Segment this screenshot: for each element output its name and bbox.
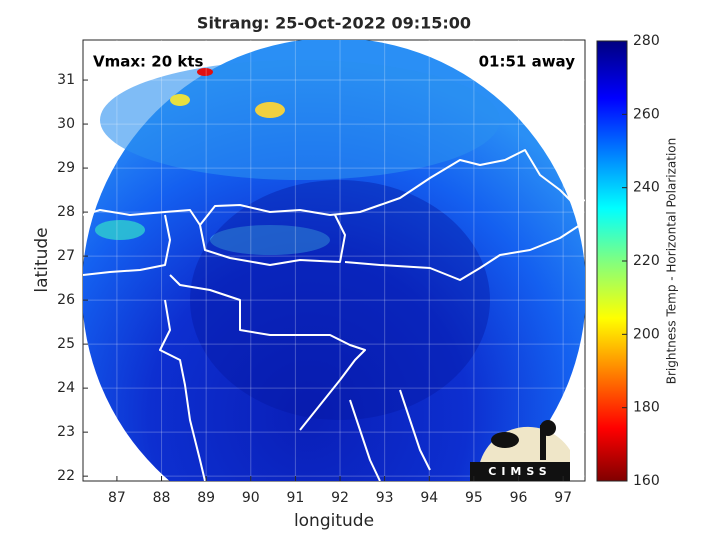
y-tick-label: 28	[57, 204, 75, 220]
x-tick-label: 92	[331, 490, 349, 506]
y-tick-label: 30	[57, 116, 75, 132]
logo: CIMSS	[470, 420, 570, 481]
time-label: 01:51 away	[479, 53, 576, 71]
colorbar-tick-label: 200	[633, 326, 660, 342]
colorbar-tick-label: 260	[633, 106, 660, 122]
x-tick-label: 97	[554, 490, 572, 506]
x-tick-label: 96	[510, 490, 528, 506]
y-tick-label: 29	[57, 160, 75, 176]
x-tick-label: 94	[420, 490, 438, 506]
colorbar-tick-label: 280	[633, 33, 660, 49]
x-tick-label: 90	[242, 490, 260, 506]
y-tick-label: 24	[57, 380, 75, 396]
colorbar-tick-label: 220	[633, 253, 660, 269]
colorbar-tick-label: 240	[633, 180, 660, 196]
grid	[83, 40, 585, 481]
y-tick-label: 31	[57, 72, 75, 88]
logo-text: CIMSS	[488, 465, 551, 478]
vmax-label: Vmax: 20 kts	[93, 53, 203, 71]
colorbar-tick-label: 160	[633, 473, 660, 489]
satellite-image	[83, 40, 585, 481]
y-tick-label: 27	[57, 248, 75, 264]
x-tick-label: 87	[108, 490, 126, 506]
y-tick-label: 26	[57, 292, 75, 308]
x-axis-label: longitude	[294, 511, 374, 531]
x-tick-label: 93	[376, 490, 394, 506]
title: Sitrang: 25-Oct-2022 09:15:00	[197, 14, 471, 33]
colorbar-label: Brightness Temp - Horizontal Polarizatio…	[665, 138, 679, 385]
y-tick-label: 23	[57, 424, 75, 440]
x-tick-label: 88	[153, 490, 171, 506]
colorbar-tick-label: 180	[633, 400, 660, 416]
x-tick-label: 91	[286, 490, 304, 506]
x-tick-label: 95	[465, 490, 483, 506]
y-tick-label: 22	[57, 468, 75, 484]
y-axis-label: latitude	[32, 227, 52, 292]
y-tick-label: 25	[57, 336, 75, 352]
x-tick-label: 89	[197, 490, 215, 506]
